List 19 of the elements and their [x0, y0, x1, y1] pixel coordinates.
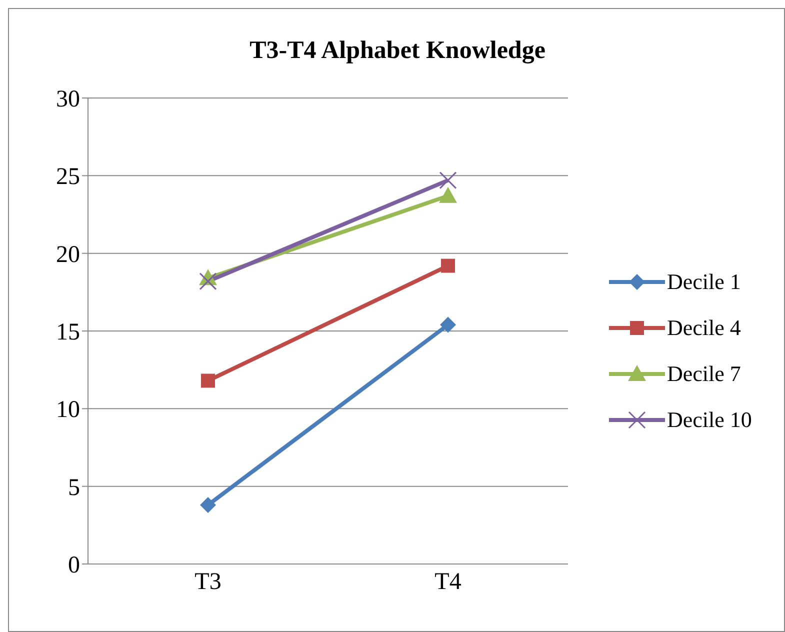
- legend-label: Decile 10: [667, 407, 752, 433]
- point: [439, 172, 457, 190]
- x-tick-label: T4: [434, 569, 462, 596]
- y-tick-label: 20: [56, 242, 80, 268]
- y-tick-label: 15: [56, 320, 80, 346]
- point: [441, 258, 455, 273]
- point: [200, 496, 216, 513]
- point: [440, 316, 456, 333]
- legend-label: Decile 1: [667, 269, 741, 295]
- y-tick-label: 10: [56, 397, 80, 424]
- legend-label: Decile 7: [667, 361, 741, 387]
- y-tick-label: 5: [68, 474, 80, 501]
- legend-label: Decile 4: [667, 315, 741, 341]
- x-tick-label: T3: [194, 569, 222, 596]
- y-tick-label: 30: [56, 86, 80, 113]
- point: [201, 374, 215, 388]
- y-tick-label: 0: [68, 552, 80, 579]
- y-tick-label: 25: [56, 164, 80, 190]
- chart-title: T3-T4 Alphabet Knowledge: [248, 37, 546, 65]
